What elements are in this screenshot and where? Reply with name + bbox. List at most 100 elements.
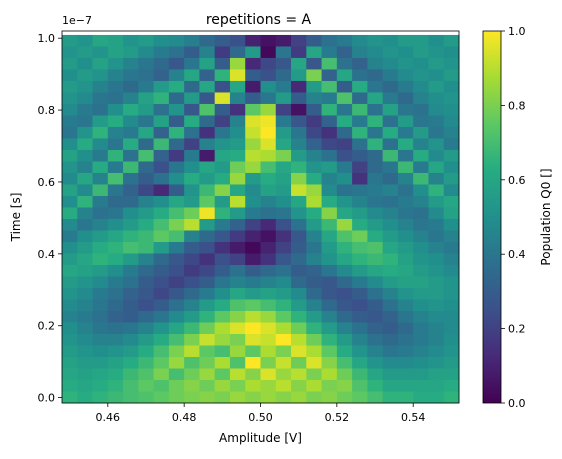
heatmap-cell bbox=[199, 253, 216, 266]
heatmap-cell bbox=[214, 149, 231, 162]
heatmap-cell bbox=[336, 92, 353, 105]
heatmap-cell bbox=[413, 345, 429, 358]
heatmap-cell bbox=[184, 138, 200, 151]
heatmap-cell bbox=[306, 218, 322, 231]
heatmap-cell bbox=[443, 310, 460, 323]
heatmap-cell bbox=[168, 368, 185, 381]
heatmap-cell bbox=[107, 34, 124, 47]
heatmap-cell bbox=[229, 172, 246, 185]
heatmap-cell bbox=[291, 230, 307, 243]
heatmap-cell bbox=[153, 34, 170, 47]
heatmap-cell bbox=[443, 380, 460, 392]
heatmap-cell bbox=[214, 138, 231, 151]
heatmap-cell bbox=[199, 218, 216, 231]
heatmap-cell bbox=[184, 126, 200, 139]
heatmap-cell bbox=[382, 264, 399, 277]
heatmap-cell bbox=[275, 149, 292, 162]
heatmap-cell bbox=[77, 391, 93, 404]
heatmap-cell bbox=[184, 103, 200, 116]
heatmap-cell bbox=[367, 253, 384, 266]
heatmap-cell bbox=[428, 138, 445, 151]
heatmap-cell bbox=[382, 276, 399, 289]
heatmap-cell bbox=[428, 172, 445, 185]
heatmap-cell bbox=[336, 241, 353, 254]
heatmap-cell bbox=[260, 115, 277, 128]
heatmap-cell bbox=[62, 103, 78, 116]
heatmap-cell bbox=[352, 138, 368, 151]
heatmap-cell bbox=[275, 264, 292, 277]
heatmap-cell bbox=[291, 103, 307, 116]
heatmap-cell bbox=[382, 333, 399, 346]
heatmap-cell bbox=[123, 299, 139, 312]
heatmap-cell bbox=[260, 356, 277, 369]
heatmap-cell bbox=[123, 172, 139, 185]
heatmap-cell bbox=[107, 391, 124, 404]
heatmap-cell bbox=[336, 161, 353, 174]
heatmap-cell bbox=[260, 310, 277, 323]
heatmap-cell bbox=[382, 345, 399, 358]
heatmap-cell bbox=[306, 264, 322, 277]
heatmap-cell bbox=[367, 264, 384, 277]
heatmap-cell bbox=[291, 299, 307, 312]
heatmap-cell bbox=[168, 172, 185, 185]
heatmap-cell bbox=[413, 103, 429, 116]
heatmap-cell bbox=[199, 115, 216, 128]
heatmap-cell bbox=[123, 380, 139, 392]
heatmap-cell bbox=[214, 115, 231, 128]
heatmap-cell bbox=[245, 276, 261, 289]
heatmap-cell bbox=[138, 391, 155, 404]
heatmap-cell bbox=[291, 80, 307, 93]
heatmap-cell bbox=[245, 391, 261, 404]
heatmap-cell bbox=[413, 322, 429, 335]
heatmap-cell bbox=[62, 34, 78, 47]
heatmap-cell bbox=[184, 230, 200, 243]
heatmap-cell bbox=[245, 264, 261, 277]
heatmap-cell bbox=[382, 322, 399, 335]
heatmap-cell bbox=[336, 80, 353, 93]
heatmap-cell bbox=[92, 92, 109, 105]
y-tick-label: 0.0 bbox=[38, 392, 56, 405]
x-tick-label: 0.48 bbox=[172, 411, 197, 424]
heatmap-cell bbox=[352, 356, 368, 369]
heatmap-cell bbox=[428, 161, 445, 174]
heatmap-cell bbox=[92, 333, 109, 346]
heatmap-cell bbox=[306, 195, 322, 208]
heatmap-cell bbox=[260, 46, 277, 59]
heatmap-cell bbox=[184, 115, 200, 128]
heatmap-cell bbox=[291, 34, 307, 47]
heatmap-cell bbox=[153, 195, 170, 208]
heatmap-cell bbox=[62, 138, 78, 151]
heatmap-cell bbox=[428, 195, 445, 208]
heatmap-cell bbox=[367, 218, 384, 231]
heatmap-cell bbox=[77, 46, 93, 59]
heatmap-cell bbox=[214, 92, 231, 105]
heatmap-cell bbox=[77, 172, 93, 185]
x-tick-label: 0.54 bbox=[401, 411, 426, 424]
heatmap-cell bbox=[382, 115, 399, 128]
heatmap-cell bbox=[168, 126, 185, 139]
heatmap-cell bbox=[229, 92, 246, 105]
heatmap-cell bbox=[229, 103, 246, 116]
heatmap-cell bbox=[352, 276, 368, 289]
heatmap-cell bbox=[153, 287, 170, 300]
heatmap-cell bbox=[413, 69, 429, 82]
heatmap-cell bbox=[168, 333, 185, 346]
heatmap-cell bbox=[229, 149, 246, 162]
heatmap-cell bbox=[260, 184, 277, 197]
heatmap-cell bbox=[153, 161, 170, 174]
heatmap-cell bbox=[77, 126, 93, 139]
heatmap-cell bbox=[367, 230, 384, 243]
heatmap-cell bbox=[428, 230, 445, 243]
heatmap-cell bbox=[397, 69, 414, 82]
heatmap-cell bbox=[229, 333, 246, 346]
heatmap-cell bbox=[443, 333, 460, 346]
heatmap-cell bbox=[397, 264, 414, 277]
heatmap-cell bbox=[168, 230, 185, 243]
heatmap-cell bbox=[184, 241, 200, 254]
heatmap-cell bbox=[214, 264, 231, 277]
heatmap-cell bbox=[138, 253, 155, 266]
heatmap-cell bbox=[352, 184, 368, 197]
heatmap-cell bbox=[77, 310, 93, 323]
heatmap-cell bbox=[245, 92, 261, 105]
colorbar-label: Population Q0 [] bbox=[539, 168, 553, 265]
